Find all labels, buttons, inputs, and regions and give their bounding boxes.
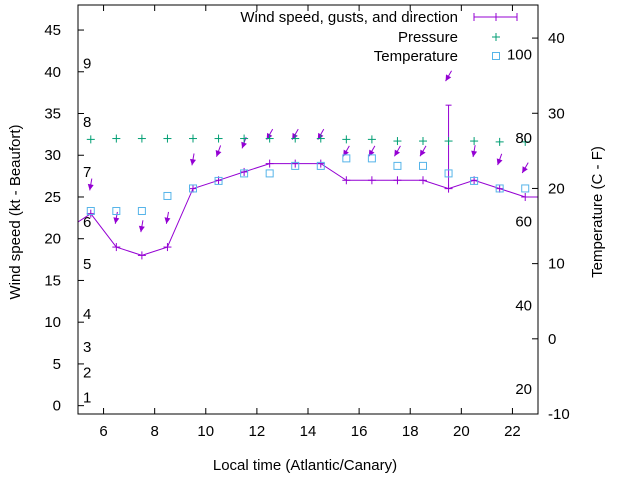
legend-label: Pressure [398,29,458,46]
wind-direction-arrowhead [164,217,171,224]
wind-direction-arrowhead [190,158,196,166]
legend-label: Wind speed, gusts, and direction [240,9,458,26]
y-left-tick-label: 10 [44,314,61,331]
y-left-tick-label: 0 [53,398,61,415]
wind-direction-arrowhead [87,183,94,191]
temperature-point [240,169,249,178]
beaufort-label: 8 [83,114,91,131]
temperature-point [86,207,95,216]
wind-direction-arrowhead [420,149,426,157]
x-tick-label: 6 [99,423,107,440]
plot-frame [77,4,539,415]
y-left-tick-label: 30 [44,147,61,164]
temperature-point [189,184,197,193]
x-tick-label: 18 [402,423,419,440]
wind-direction-arrowhead [113,217,120,224]
temperature-point [444,169,453,178]
temperature-point [265,169,274,178]
x-tick-label: 14 [300,423,317,440]
temperature-point [393,161,402,170]
y-right-tick-label: 40 [548,30,565,47]
wind-direction-arrowhead [471,150,478,157]
legend-label: Temperature [374,48,458,65]
temperature-point [214,176,223,185]
y-right-tick-label: 20 [548,180,565,197]
temperature-point [342,154,351,163]
x-tick-label: 16 [351,423,368,440]
temperature-point [112,207,121,216]
wind-direction-arrowhead [445,74,452,82]
y-left-tick-label: 40 [44,64,61,81]
y-axis-left-label: Wind speed (kt - Beaufort) [7,124,24,299]
temperature-point [291,161,300,170]
y-left-tick-label: 35 [44,106,61,123]
wind-direction-arrowhead [394,149,400,157]
temperature-point [316,161,325,170]
temperature-point [521,184,530,193]
x-tick-label: 20 [453,423,470,440]
x-tick-label: 10 [197,423,214,440]
x-tick-label: 12 [249,423,266,440]
fahrenheit-label: 100 [507,47,532,64]
beaufort-label: 7 [83,164,91,181]
temperature-point [470,176,479,185]
fahrenheit-label: 80 [515,130,532,147]
y-left-tick-label: 25 [44,189,61,206]
beaufort-label: 2 [83,364,91,381]
y-right-tick-label: -10 [548,406,570,423]
fahrenheit-label: 20 [515,381,532,398]
wind-direction-arrowhead [522,166,528,173]
beaufort-label: 3 [83,339,91,356]
y-right-tick-label: 10 [548,256,565,273]
legend-temperature-swatch [492,52,500,60]
beaufort-label: 6 [83,214,91,231]
y-left-tick-label: 5 [53,356,61,373]
temperature-point [419,161,427,170]
wind-speed-line [78,163,538,256]
y-left-tick-label: 20 [44,231,61,248]
beaufort-label: 9 [83,55,91,72]
fahrenheit-label: 60 [515,214,532,231]
x-axis-label: Local time (Atlantic/Canary) [213,457,397,474]
temperature-point [163,191,172,200]
y-right-tick-label: 0 [548,331,556,348]
beaufort-label: 4 [83,306,91,323]
temperature-point [137,207,146,216]
beaufort-label: 1 [83,389,91,406]
y-left-tick-label: 45 [44,22,61,39]
wind-direction-arrowhead [496,158,503,166]
y-right-tick-label: 30 [548,105,565,122]
wind-direction-arrowhead [241,141,247,149]
beaufort-label: 5 [83,256,91,273]
fahrenheit-label: 40 [515,298,532,315]
wind-direction-arrowhead [138,225,145,233]
plot-area [78,70,538,260]
wind-direction-arrowhead [215,150,222,157]
x-tick-label: 22 [504,423,521,440]
y-axis-right-label: Temperature (C - F) [589,146,606,278]
temperature-point [495,184,504,193]
x-tick-label: 8 [150,423,158,440]
y-left-tick-label: 15 [44,272,61,289]
temperature-point [367,154,376,163]
